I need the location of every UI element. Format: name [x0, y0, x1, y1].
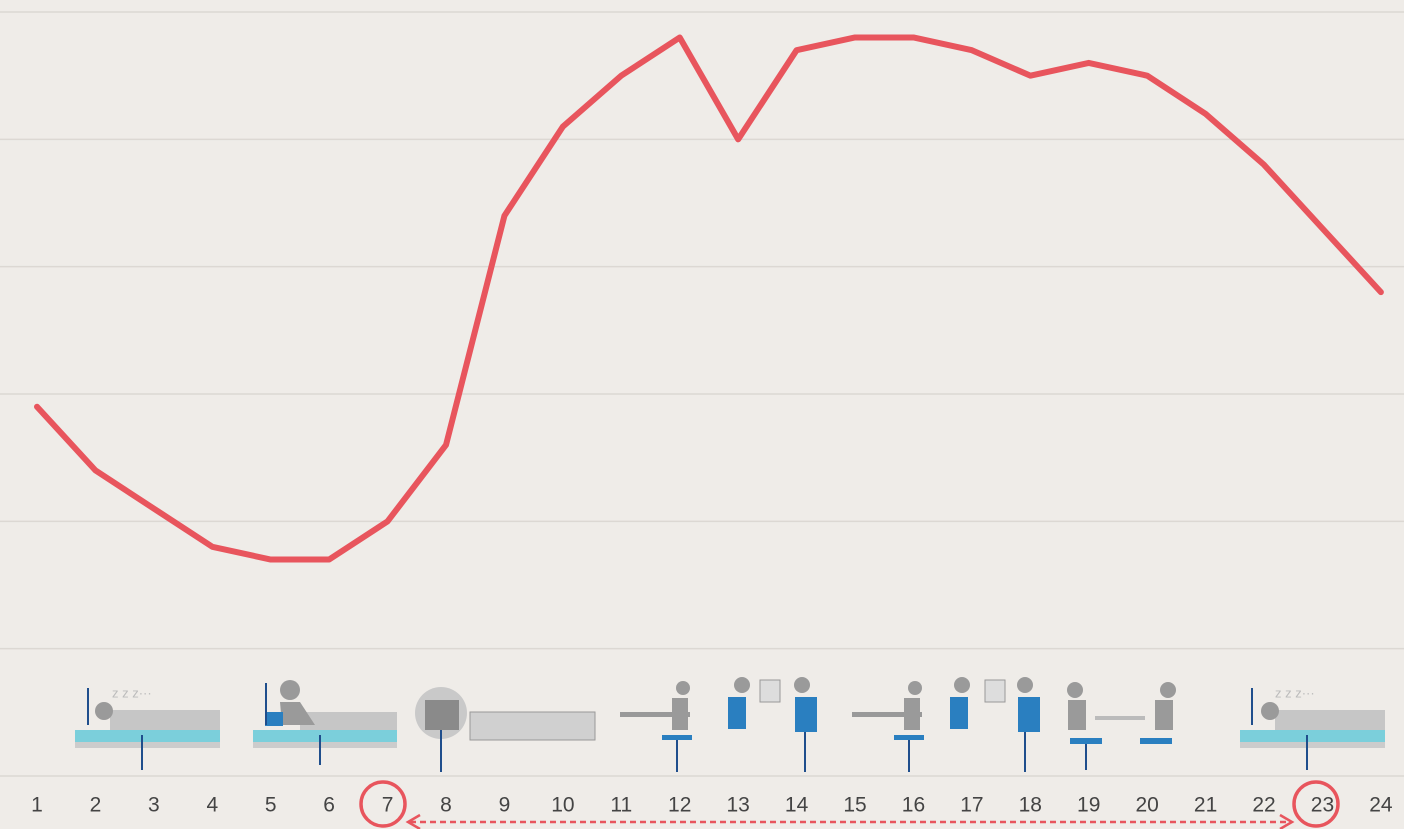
chart: z z z··· z z z··· 1234567891011121314151…: [0, 0, 1404, 829]
background: [0, 0, 1404, 829]
x-tick-label: 17: [960, 794, 983, 817]
x-tick-label: 4: [206, 794, 218, 817]
x-tick-label: 11: [610, 794, 632, 817]
x-tick-label: 5: [265, 794, 277, 817]
page: z z z··· z z z··· 1234567891011121314151…: [0, 0, 1404, 829]
x-tick-label: 23: [1311, 794, 1334, 817]
x-tick-label: 3: [148, 794, 160, 817]
x-tick-label: 1: [31, 794, 43, 817]
x-tick-label: 8: [440, 794, 452, 817]
x-tick-label: 13: [726, 794, 749, 817]
x-tick-label: 18: [1019, 794, 1042, 817]
x-tick-label: 19: [1077, 794, 1100, 817]
x-tick-label: 16: [902, 794, 925, 817]
svg-text:z z z···: z z z···: [112, 685, 152, 700]
x-tick-label: 22: [1252, 794, 1275, 817]
x-tick-label: 15: [843, 794, 866, 817]
x-tick-label: 14: [785, 794, 809, 817]
x-tick-label: 6: [323, 794, 335, 817]
x-tick-label: 7: [382, 794, 394, 817]
x-tick-label: 10: [551, 794, 574, 817]
x-tick-label: 20: [1135, 794, 1158, 817]
x-tick-label: 9: [499, 794, 511, 817]
x-tick-label: 24: [1369, 794, 1393, 817]
x-tick-label: 21: [1194, 794, 1217, 817]
x-tick-label: 12: [668, 794, 691, 817]
x-tick-label: 2: [90, 794, 102, 817]
svg-text:z z z···: z z z···: [1275, 685, 1315, 700]
